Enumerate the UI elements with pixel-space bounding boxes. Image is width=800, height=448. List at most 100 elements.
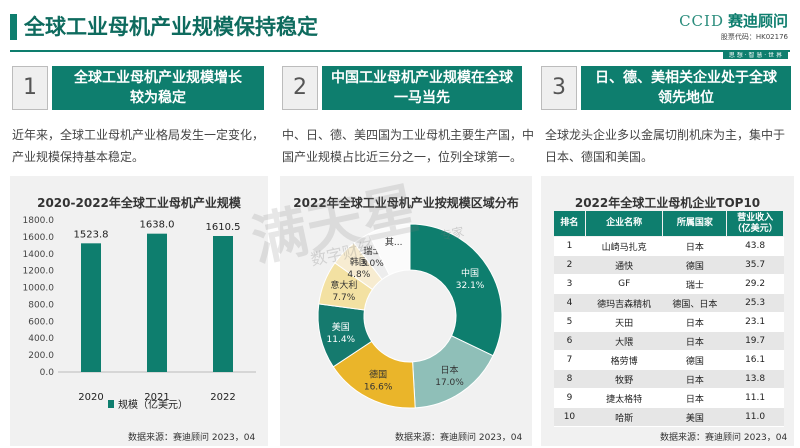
y-tick-label: 1200.0	[23, 267, 55, 277]
legend-label: 规模（亿美元）	[118, 398, 188, 411]
table-row: 9 捷太格特 日本 11.1	[553, 388, 784, 408]
cell-revenue: 11.1	[726, 388, 784, 408]
title-accent-bar	[10, 14, 17, 40]
slice-value-label: 11.4%	[327, 335, 356, 345]
slice-name-label: 德国	[369, 368, 387, 380]
donut-chart-title: 2022年全球工业母机产业按规模区域分布	[293, 196, 519, 210]
y-tick-label: 1000.0	[23, 284, 55, 294]
x-tick-label: 2020	[78, 392, 103, 403]
cell-rank: 1	[553, 236, 586, 256]
data-source-2: 数据来源：赛迪顾问 2023，04	[395, 433, 523, 443]
table-row: 5 天田 日本 23.1	[553, 312, 784, 332]
y-tick-label: 1800.0	[23, 216, 55, 226]
cell-revenue: 35.7	[726, 255, 784, 275]
data-source-1: 数据来源：赛迪顾问 2023，04	[128, 433, 256, 443]
cell-country: 日本	[662, 312, 727, 332]
y-tick-label: 600.0	[28, 317, 54, 327]
table-header-row: 排名 企业名称 所属国家 营业收入 （亿美元）	[553, 210, 784, 237]
table-row: 6 大隈 日本 19.7	[553, 331, 784, 351]
column-title: 日、德、美相关企业处于全球 领先地位	[581, 66, 791, 110]
table-row: 4 德玛吉森精机 德国、日本 25.3	[553, 293, 784, 313]
cell-revenue: 25.3	[726, 293, 784, 313]
slice-name-label: 美国	[332, 321, 350, 333]
y-tick-label: 1600.0	[23, 233, 55, 243]
cell-company: 天田	[585, 312, 663, 332]
cell-company: GF	[585, 274, 663, 294]
legend-swatch	[108, 400, 114, 408]
cell-company: 捷太格特	[585, 388, 663, 408]
cell-revenue: 23.1	[726, 312, 784, 332]
slice-value-label: 32.1%	[456, 281, 485, 291]
slice-name-label: 日本	[441, 364, 459, 376]
bar-chart-panel: 2020-2022年全球工业母机产业规模 0.0 200.0 400.0 600.0 8…	[10, 176, 268, 446]
page-title: 全球工业母机产业规模保持稳定	[24, 15, 318, 39]
cell-rank: 2	[553, 255, 586, 275]
cell-company: 哈斯	[585, 407, 663, 427]
slice-value-label: 3.0%	[361, 259, 384, 269]
cell-country: 日本	[662, 236, 727, 256]
table-row: 10 哈斯 美国 11.0	[553, 407, 784, 427]
cell-country: 德国、日本	[662, 293, 727, 313]
cell-company: 格劳博	[585, 350, 663, 370]
bar-value-label: 1638.0	[140, 220, 175, 231]
donut-slice	[409, 223, 503, 357]
cell-country: 日本	[662, 369, 727, 389]
cell-company: 山崎马扎克	[585, 236, 663, 256]
slice-name-label: 意大利	[330, 279, 357, 291]
data-source-3: 数据来源：赛迪顾问 2023，04	[660, 433, 788, 443]
cell-rank: 10	[553, 407, 586, 427]
slice-value-label: 16.6%	[364, 382, 393, 392]
logo-en: CCID	[679, 12, 724, 30]
column-heading-1: 1 全球工业母机产业规模增长 较为稳定	[12, 66, 264, 110]
header-rule	[10, 50, 790, 52]
y-tick-label: 400.0	[28, 334, 54, 344]
bar	[147, 233, 167, 372]
header-rank: 排名	[553, 210, 586, 237]
column-title-line1: 全球工业母机产业规模增长	[74, 70, 242, 86]
column-description-1: 近年来，全球工业母机产业格局发生一定变化，产业规模保持基本稳定。	[12, 128, 265, 164]
bar-chart: 0.0 200.0 400.0 600.0 800.0 1000.0 1200.0 1400.…	[23, 216, 256, 411]
cell-revenue: 43.8	[726, 236, 784, 256]
column-title-line2: 领先地位	[658, 90, 714, 106]
ccid-logo: CCID 赛迪顾问 股票代码：HK02176 思 想 · 智 慧 · 世 界	[648, 10, 788, 59]
header-country: 所属国家	[662, 210, 728, 237]
x-tick-label: 2022	[210, 392, 235, 403]
cell-country: 瑞士	[662, 274, 727, 294]
column-title-line1: 中国工业母机产业规模在全球	[331, 70, 513, 86]
table-row: 2 通快 德国 35.7	[553, 255, 784, 275]
cell-rank: 3	[553, 274, 586, 294]
cell-country: 美国	[662, 407, 727, 427]
slice-name-label: 中国	[461, 267, 479, 279]
logo-slogan: 思 想 · 智 慧 · 世 界	[722, 50, 788, 59]
logo-cn: 赛迪顾问	[727, 12, 788, 30]
slice-name-label: 韩国	[350, 256, 368, 268]
table-row: 7 格劳博 德国 16.1	[553, 350, 784, 370]
table-row: 8 牧野 日本 13.8	[553, 369, 784, 389]
bar-value-label: 1523.8	[74, 229, 109, 240]
column-title: 全球工业母机产业规模增长 较为稳定	[52, 66, 264, 110]
y-tick-label: 200.0	[28, 351, 54, 361]
top10-table: 排名 企业名称 所属国家 营业收入 （亿美元） 1 山崎马扎克 日本 43.8 2 通快…	[553, 210, 784, 427]
cell-company: 大隈	[585, 331, 663, 351]
bar	[81, 243, 101, 372]
column-heading-2: 2 中国工业母机产业规模在全球 一马当先	[282, 66, 522, 110]
cell-country: 日本	[662, 331, 727, 351]
y-tick-label: 800.0	[28, 300, 54, 310]
header-revenue: 营业收入 （亿美元）	[726, 210, 784, 237]
cell-rank: 9	[553, 388, 586, 408]
cell-revenue: 19.7	[726, 331, 784, 351]
cell-company: 牧野	[585, 369, 663, 389]
x-tick-label: 2021	[144, 392, 169, 403]
column-heading-3: 3 日、德、美相关企业处于全球 领先地位	[541, 66, 791, 110]
header-company: 企业名称	[584, 210, 664, 237]
bar-value-label: 1610.5	[206, 222, 241, 233]
slice-value-label: 4.8%	[347, 270, 370, 280]
slice-value-label: 7.7%	[332, 293, 355, 303]
cell-country: 德国	[662, 350, 727, 370]
page-header: 全球工业母机产业规模保持稳定 CCID 赛迪顾问 股票代码：HK02176 思 想…	[0, 0, 800, 59]
table-row: 1 山崎马扎克 日本 43.8	[553, 236, 784, 256]
table-title: 2022年全球工业母机企业TOP10	[574, 196, 761, 210]
column-title: 中国工业母机产业规模在全球 一马当先	[322, 66, 522, 110]
column-number: 3	[541, 66, 577, 110]
table-row: 3 GF 瑞士 29.2	[553, 274, 784, 294]
